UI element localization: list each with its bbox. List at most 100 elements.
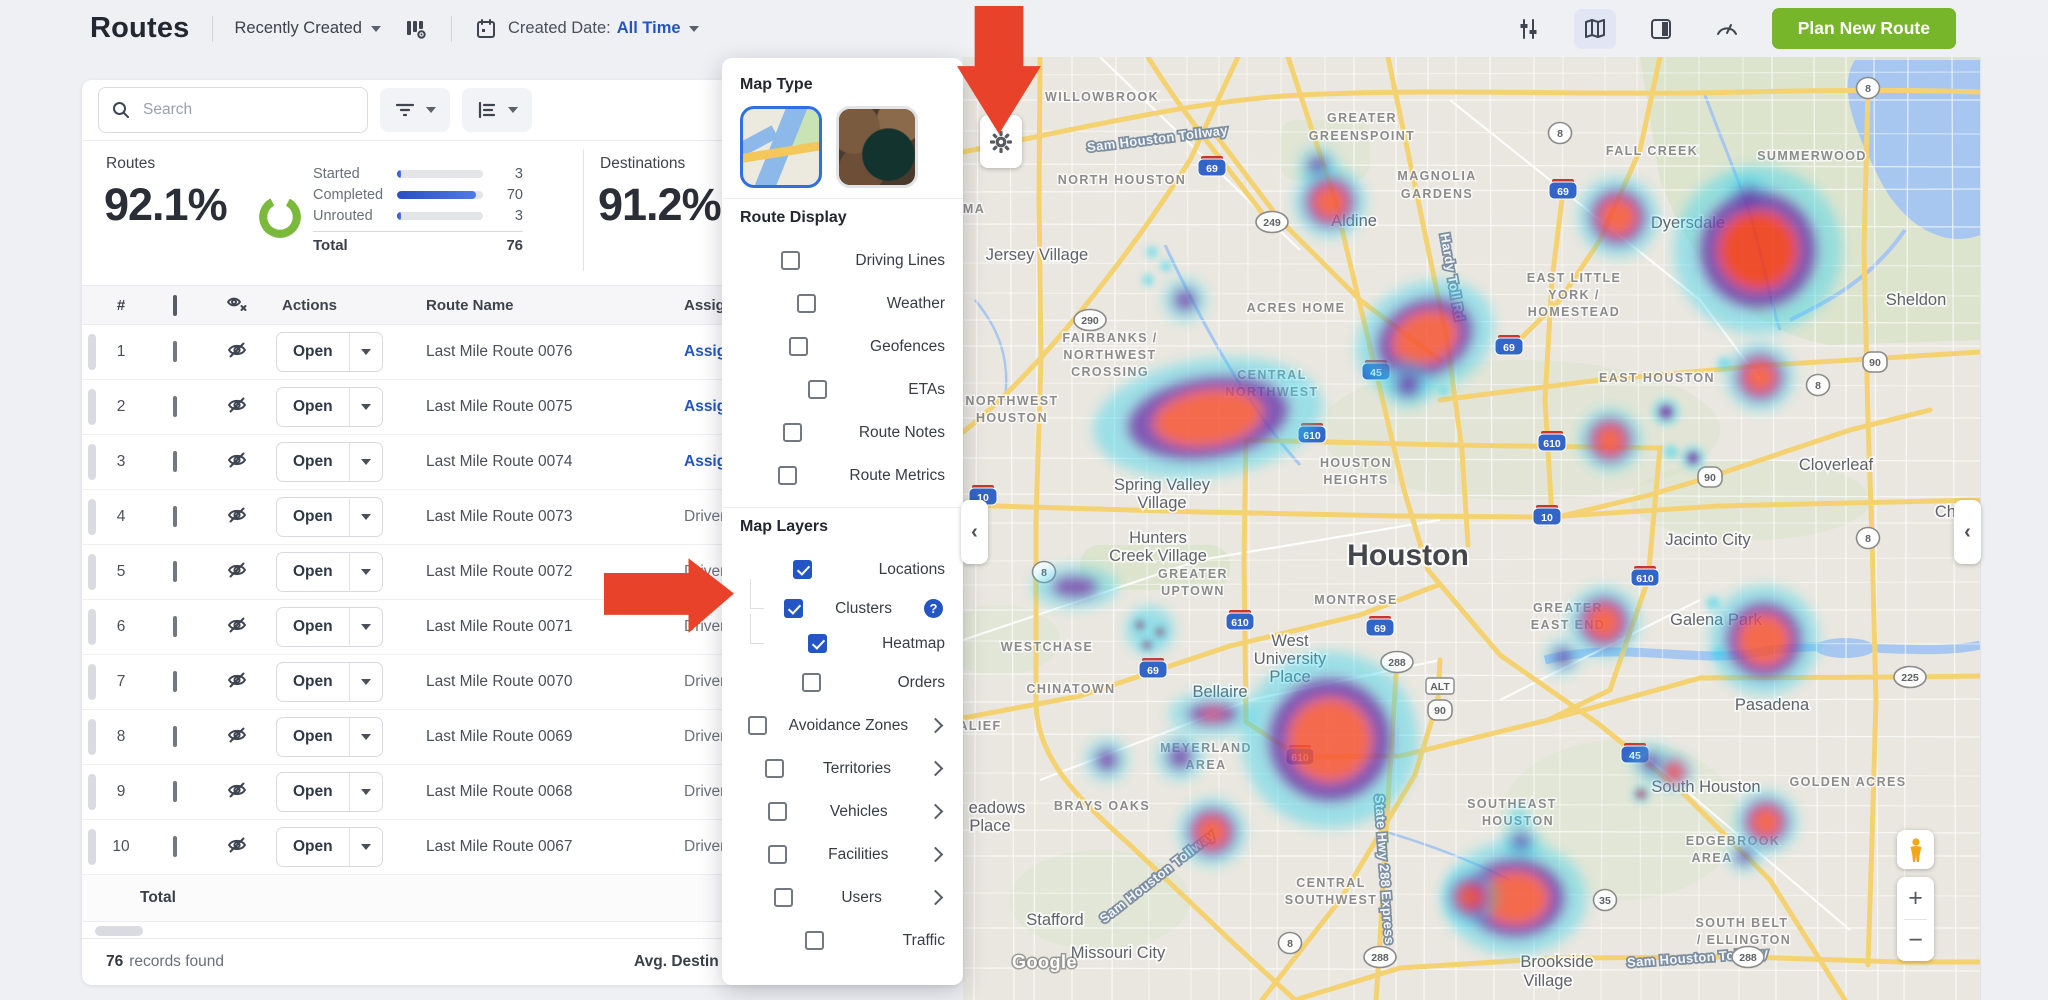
- pegman-street-view-button[interactable]: [1897, 830, 1934, 869]
- sort-dropdown[interactable]: Recently Created: [235, 19, 381, 38]
- open-route-button[interactable]: Open: [276, 662, 383, 702]
- eye-off-icon[interactable]: [225, 779, 249, 801]
- created-date-value[interactable]: All Time: [616, 19, 681, 37]
- columns-settings-icon[interactable]: [403, 16, 429, 42]
- checkbox[interactable]: [781, 251, 801, 270]
- sort-options-button[interactable]: [462, 88, 532, 132]
- eye-off-icon[interactable]: [225, 724, 249, 746]
- chevron-down-icon[interactable]: [688, 25, 699, 32]
- open-button-caret[interactable]: [348, 498, 382, 536]
- eye-off-icon[interactable]: [225, 834, 249, 856]
- open-button-caret[interactable]: [348, 718, 382, 756]
- open-route-button[interactable]: Open: [276, 552, 383, 592]
- row-checkbox[interactable]: [173, 451, 177, 472]
- eye-off-icon[interactable]: [225, 669, 249, 691]
- heatmap-blob: [1160, 260, 1172, 272]
- map-type-satellite-option[interactable]: [836, 106, 918, 188]
- open-route-button[interactable]: Open: [276, 772, 383, 812]
- visibility-column-icon[interactable]: [206, 293, 268, 317]
- zoom-in-button[interactable]: +: [1908, 883, 1923, 912]
- row-drag-handle[interactable]: [88, 774, 96, 810]
- row-drag-handle[interactable]: [88, 829, 96, 865]
- select-all-checkbox[interactable]: [173, 294, 177, 316]
- eye-off-icon[interactable]: [225, 449, 249, 471]
- filter-button[interactable]: [380, 88, 450, 132]
- eye-off-icon[interactable]: [225, 504, 249, 526]
- checkbox[interactable]: [804, 931, 824, 950]
- chevron-right-icon[interactable]: [927, 803, 944, 820]
- open-button-caret[interactable]: [348, 663, 382, 701]
- checkbox[interactable]: [807, 380, 827, 399]
- map-type-road-option[interactable]: [740, 106, 822, 188]
- layer-option-route-notes: Route Notes: [740, 411, 945, 454]
- collapse-panel-left-tab[interactable]: ‹: [961, 500, 988, 564]
- scrollbar-thumb[interactable]: [95, 926, 143, 936]
- checkbox[interactable]: [778, 466, 798, 485]
- checkbox[interactable]: [807, 634, 827, 653]
- checkbox[interactable]: [774, 888, 794, 907]
- open-button-caret[interactable]: [348, 333, 382, 371]
- open-route-button[interactable]: Open: [276, 442, 383, 482]
- panel-view-button[interactable]: [1640, 9, 1682, 49]
- open-button-caret[interactable]: [348, 773, 382, 811]
- open-route-button[interactable]: Open: [276, 497, 383, 537]
- row-checkbox[interactable]: [173, 726, 177, 747]
- row-checkbox[interactable]: [173, 836, 177, 857]
- plan-new-route-button[interactable]: Plan New Route: [1771, 8, 1956, 49]
- table-row: 6 Open Last Mile Route 0071 Driver 0: [82, 600, 962, 655]
- checkbox[interactable]: [767, 845, 787, 864]
- heatmap-blob: [1163, 278, 1207, 322]
- speedometer-icon[interactable]: [1706, 9, 1748, 49]
- map-canvas[interactable]: WILLOWBROOK Sam Houston Tollway GREATER GRE…: [963, 57, 1980, 1000]
- open-button-caret[interactable]: [348, 553, 382, 591]
- row-checkbox[interactable]: [173, 341, 177, 362]
- row-drag-handle[interactable]: [88, 664, 96, 700]
- row-drag-handle[interactable]: [88, 719, 96, 755]
- chevron-right-icon[interactable]: [927, 889, 944, 906]
- eye-off-icon[interactable]: [225, 339, 249, 361]
- row-checkbox[interactable]: [173, 506, 177, 527]
- row-drag-handle[interactable]: [88, 389, 96, 425]
- row-drag-handle[interactable]: [88, 609, 96, 645]
- eye-off-icon[interactable]: [225, 614, 249, 636]
- checkbox[interactable]: [782, 423, 802, 442]
- row-checkbox[interactable]: [173, 561, 177, 582]
- checkbox[interactable]: [802, 673, 822, 692]
- open-button-caret[interactable]: [348, 608, 382, 646]
- chevron-right-icon[interactable]: [927, 846, 944, 863]
- open-route-button[interactable]: Open: [276, 607, 383, 647]
- checkbox[interactable]: [788, 337, 808, 356]
- eye-off-icon[interactable]: [225, 394, 249, 416]
- chevron-right-icon[interactable]: [927, 717, 944, 734]
- row-drag-handle[interactable]: [88, 334, 96, 370]
- checkbox[interactable]: [747, 716, 767, 735]
- row-drag-handle[interactable]: [88, 499, 96, 535]
- row-checkbox[interactable]: [173, 781, 177, 802]
- open-button-label: Open: [293, 783, 333, 800]
- row-drag-handle[interactable]: [88, 444, 96, 480]
- chevron-right-icon[interactable]: [927, 760, 944, 777]
- open-route-button[interactable]: Open: [276, 332, 383, 372]
- open-button-caret[interactable]: [348, 388, 382, 426]
- open-route-button[interactable]: Open: [276, 827, 383, 867]
- open-route-button[interactable]: Open: [276, 387, 383, 427]
- search-input[interactable]: [141, 100, 315, 120]
- checkbox[interactable]: [792, 560, 812, 579]
- row-checkbox[interactable]: [173, 396, 177, 417]
- open-route-button[interactable]: Open: [276, 717, 383, 757]
- display-settings-icon[interactable]: [1508, 9, 1550, 49]
- checkbox[interactable]: [796, 294, 816, 313]
- checkbox[interactable]: [764, 759, 784, 778]
- open-button-caret[interactable]: [348, 828, 382, 866]
- zoom-out-button[interactable]: −: [1908, 925, 1923, 954]
- open-button-caret[interactable]: [348, 443, 382, 481]
- checkbox[interactable]: [784, 599, 804, 618]
- row-checkbox[interactable]: [173, 671, 177, 692]
- checkbox[interactable]: [768, 802, 788, 821]
- collapse-panel-right-tab[interactable]: ‹: [1954, 500, 1981, 564]
- row-drag-handle[interactable]: [88, 554, 96, 590]
- help-icon[interactable]: ?: [924, 599, 943, 618]
- eye-off-icon[interactable]: [225, 559, 249, 581]
- map-view-button[interactable]: [1573, 8, 1616, 49]
- row-checkbox[interactable]: [173, 616, 177, 637]
